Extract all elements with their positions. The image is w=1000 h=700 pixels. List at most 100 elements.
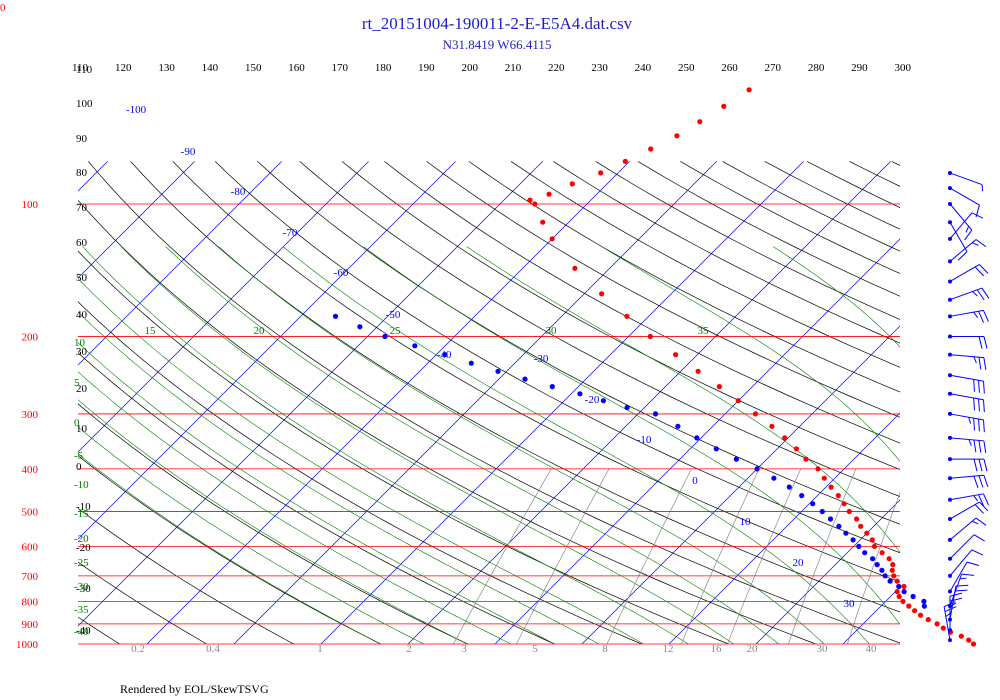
isobar-lines — [78, 203, 900, 645]
isotherm-label: -100 — [126, 104, 147, 116]
moist-adiabat-line — [363, 246, 900, 625]
theta-tick-label: 190 — [418, 62, 435, 74]
dry-adiabat-line — [722, 161, 900, 252]
wind-barb-staff — [949, 413, 984, 421]
wind-barb-flag — [945, 612, 952, 617]
pressure-tick-label: 400 — [22, 464, 39, 476]
chart-title: rt_20151004-190011-2-E-E5A4.dat.csv — [362, 14, 633, 33]
pressure-tick-label: 600 — [22, 541, 39, 553]
temperature-point — [546, 191, 552, 197]
dewpoint-point — [874, 562, 880, 568]
dewpoint-point — [799, 493, 805, 499]
temperature-point — [803, 456, 809, 462]
wind-barb — [948, 212, 984, 241]
theta-tick-label: 200 — [461, 62, 478, 74]
theta-tick-label: 210 — [505, 62, 522, 74]
moist-adiabat-line — [78, 278, 645, 644]
pressure-tick-label: 700 — [22, 571, 39, 583]
theta-tick-label: 260 — [721, 62, 738, 74]
isotherm-label: 30 — [844, 598, 856, 610]
moist-adiabat-label: 35 — [698, 325, 710, 337]
wind-barb-flag — [978, 494, 985, 507]
dewpoint-point — [468, 360, 474, 366]
mixing-ratio-line — [898, 469, 957, 653]
isotherm-label: -60 — [334, 267, 349, 279]
isotherm-line — [407, 161, 891, 644]
wind-barb-flag — [944, 606, 957, 613]
temperature-point — [569, 181, 575, 187]
wind-barb — [948, 549, 984, 578]
dry-adiabat-line — [680, 161, 900, 274]
wind-barb-flag — [959, 577, 967, 580]
wind-barb-flag — [982, 419, 985, 433]
temperature-point — [858, 523, 864, 529]
pressure-tick-label: 1000 — [16, 639, 39, 651]
wind-barb-flag — [981, 287, 990, 299]
renderer-footer: Rendered by EOL/SkewTSVG — [120, 682, 269, 696]
theta-tick-label: 160 — [288, 62, 305, 74]
dewpoint-point — [675, 423, 681, 429]
temperature-point — [958, 633, 964, 639]
wind-barb — [948, 239, 987, 264]
moist-adiabat-left-label: -35 — [74, 604, 89, 616]
dewpoint-point — [357, 324, 363, 330]
dewpoint-point — [921, 598, 927, 605]
wind-barb-flag — [973, 475, 979, 488]
moist-adiabat-label: 20 — [254, 325, 266, 337]
wind-barb-flag — [972, 242, 979, 246]
theta-tick-label: 150 — [245, 62, 262, 74]
pressure-tick-label: 300 — [22, 409, 39, 421]
pressure-tick-label: 500 — [22, 507, 39, 519]
dry-adiabat-line — [637, 161, 900, 297]
temperature-point — [925, 617, 931, 623]
wind-barb-flag — [955, 584, 969, 587]
moist-adiabat-line — [466, 246, 900, 553]
wind-barb — [943, 601, 957, 643]
height-tick-label: 60 — [76, 237, 88, 249]
wind-barb-flag — [982, 399, 985, 413]
dewpoint-point — [856, 543, 862, 550]
moist-adiabat-left-label: -15 — [74, 508, 89, 520]
wind-barb-flag — [983, 475, 989, 488]
wind-barb — [948, 287, 990, 302]
wind-barb-flag — [983, 357, 987, 370]
temperature-point — [624, 313, 630, 319]
temperature-point — [721, 103, 727, 109]
dewpoint-point — [819, 508, 825, 515]
temperature-point — [828, 484, 834, 490]
mixing-ratio-line — [847, 491, 900, 644]
mixing-ratio-label: 12 — [663, 643, 674, 655]
wind-barb-flag — [978, 380, 980, 393]
dewpoint-point — [921, 603, 928, 609]
wind-barb-flag — [978, 475, 984, 488]
dry-adiabat-line — [78, 199, 817, 644]
dewpoint-point — [522, 376, 528, 382]
temperature-point — [746, 87, 752, 93]
dry-adiabat-line — [426, 161, 900, 418]
dewpoint-point — [733, 456, 740, 462]
wind-barb — [948, 309, 989, 323]
moist-adiabat-line — [78, 453, 382, 644]
dewpoint-point — [786, 484, 792, 490]
theta-tick-label: 270 — [765, 62, 782, 74]
wind-barb-flag — [973, 356, 977, 364]
wind-barb-flag — [973, 439, 977, 453]
temperature-point — [769, 423, 775, 429]
dewpoint-point — [771, 475, 777, 481]
wind-barb-flag — [973, 379, 976, 392]
dry-adiabat-line — [257, 161, 900, 525]
dewpoint-point — [836, 523, 842, 529]
dewpoint-point — [850, 537, 856, 543]
wind-barb-staff — [949, 534, 975, 560]
wind-barb-flag — [949, 592, 963, 597]
wind-barb-flag — [983, 458, 988, 472]
wind-barb-staff — [949, 549, 973, 577]
wind-barb-flag — [971, 212, 984, 219]
mixing-ratio-line — [680, 468, 760, 644]
moist-adiabat-line — [601, 246, 900, 462]
mixing-ratio-line — [452, 468, 552, 644]
temperature-point — [889, 567, 895, 573]
isotherm-line — [320, 161, 804, 644]
moist-adiabat-left-label: -30 — [74, 581, 89, 593]
